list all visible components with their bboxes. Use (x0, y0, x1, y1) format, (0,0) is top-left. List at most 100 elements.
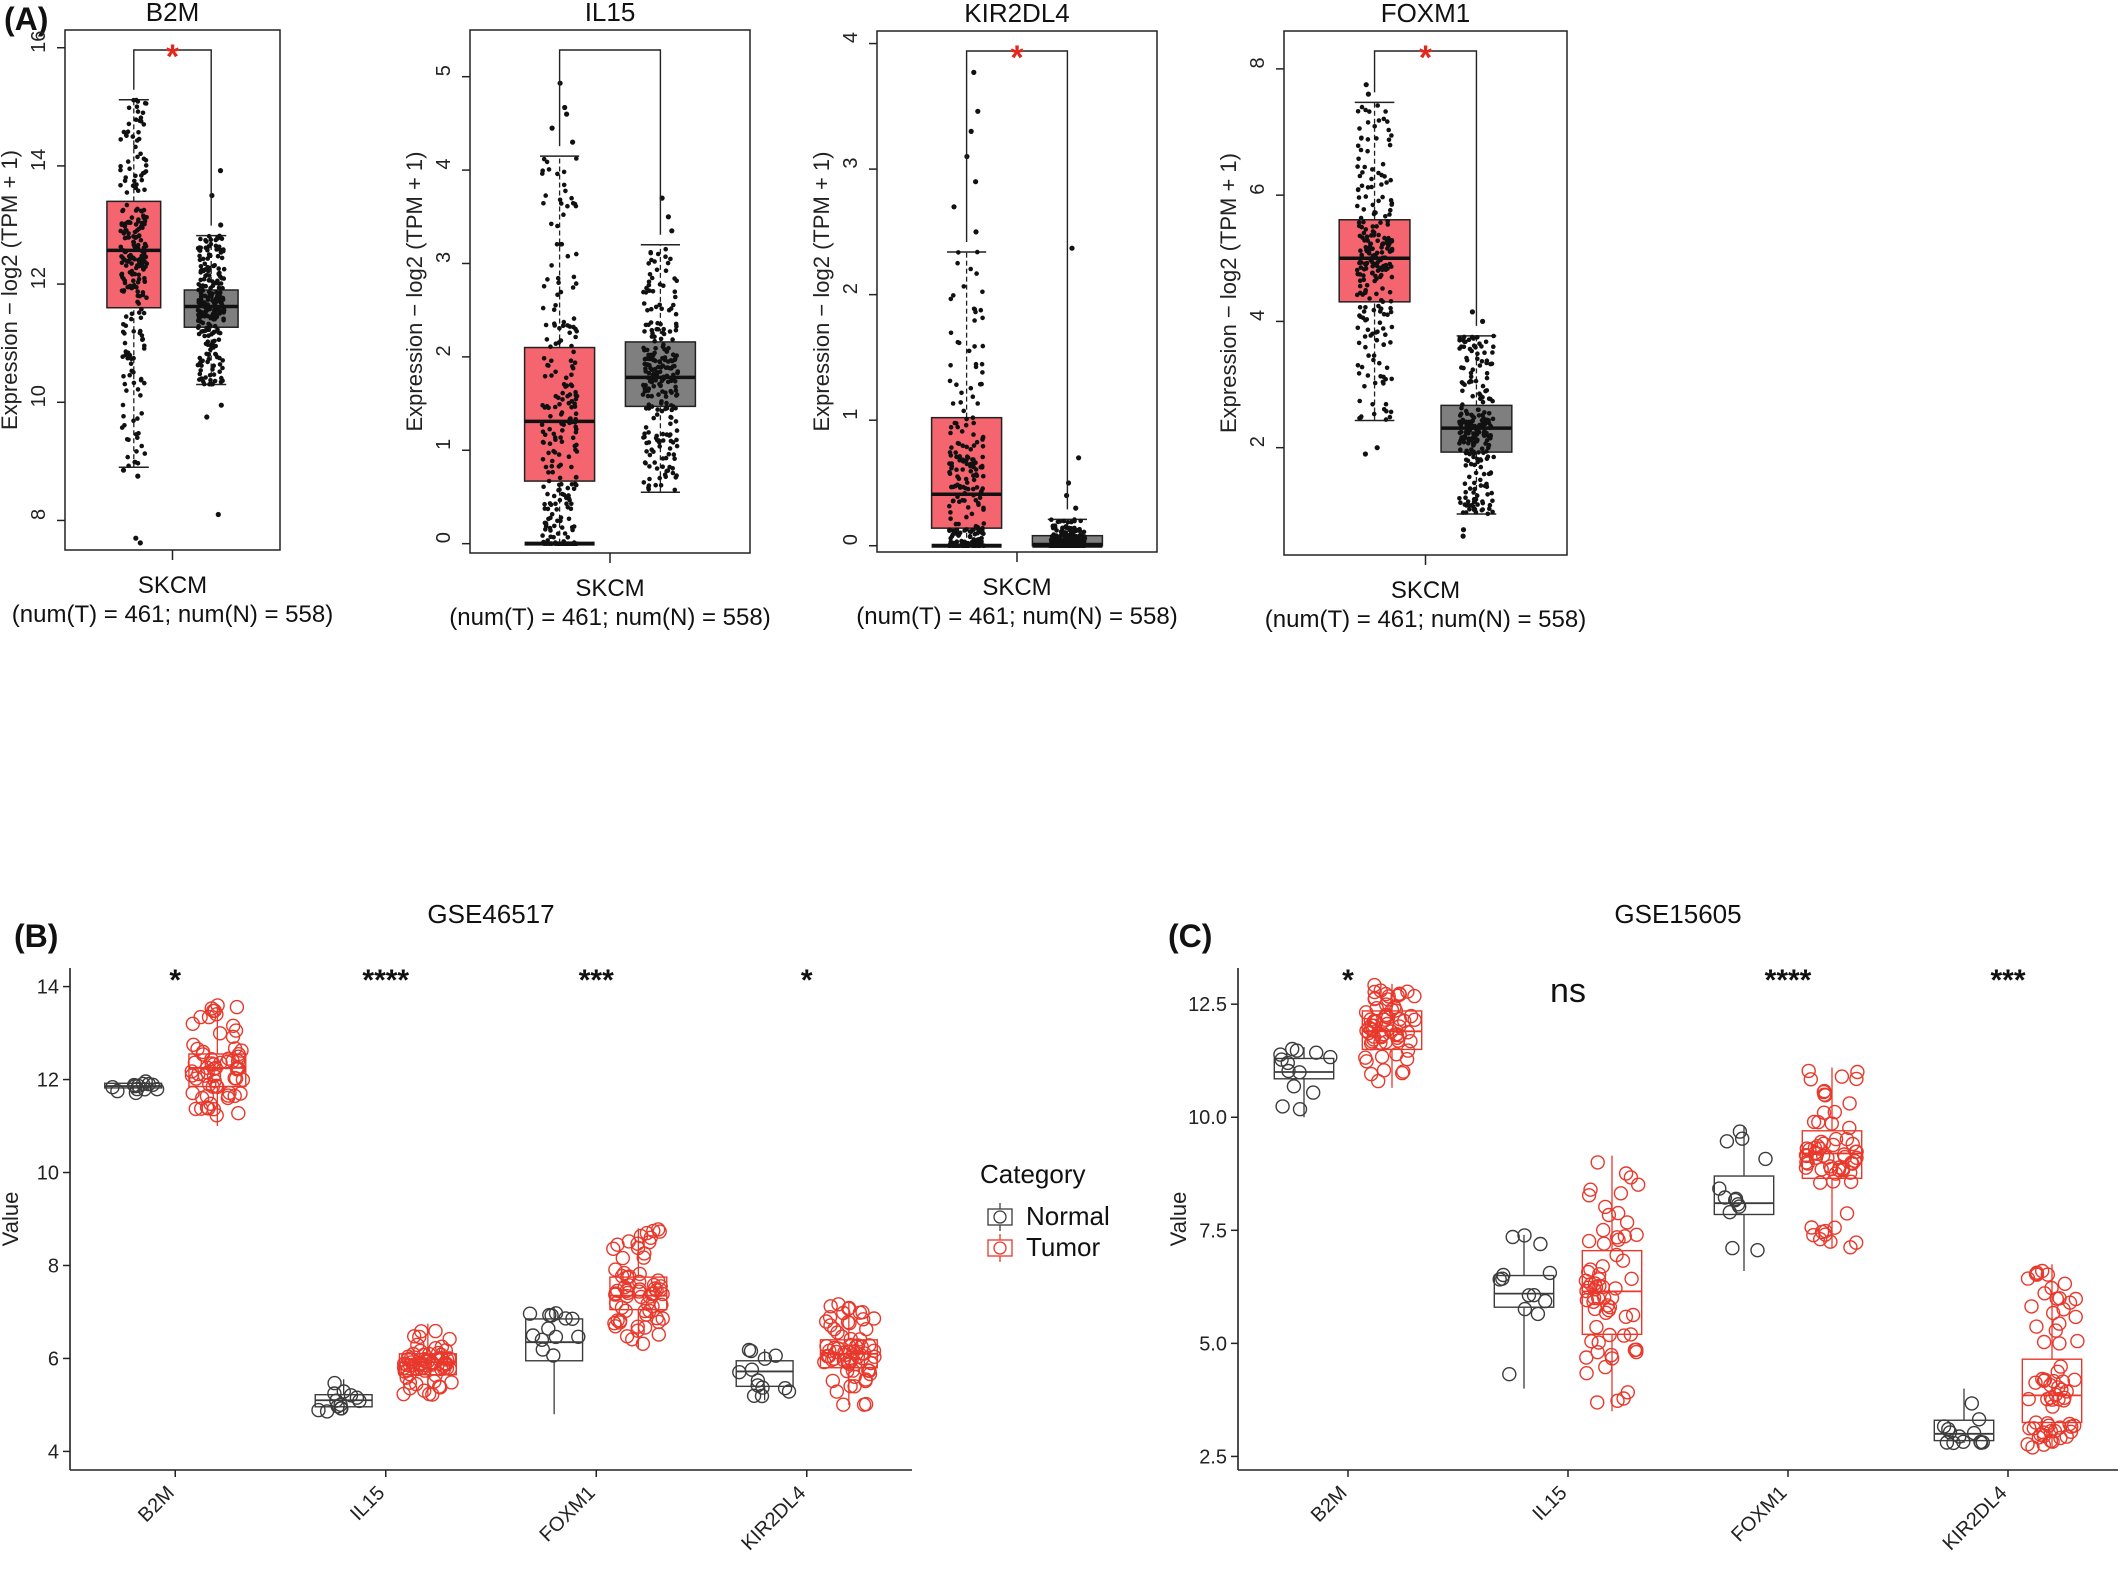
data-point (1479, 418, 1485, 423)
y-tick-label: 4 (433, 159, 455, 170)
data-point (1381, 311, 1387, 317)
data-point (573, 475, 579, 480)
data-point (825, 1352, 840, 1368)
data-point (859, 1321, 874, 1337)
data-point (644, 449, 649, 454)
jitter-points-tumor (606, 1222, 670, 1352)
data-point (1602, 1327, 1617, 1343)
data-point (129, 311, 135, 317)
data-point (1388, 207, 1393, 213)
data-point (1489, 490, 1494, 496)
data-point (842, 1315, 857, 1331)
data-point (1459, 405, 1464, 411)
data-point (980, 343, 986, 349)
data-point (962, 528, 967, 533)
data-point (664, 468, 669, 474)
sample-count-caption: (num(T) = 461; num(N) = 558) (856, 603, 1177, 630)
data-point (663, 394, 669, 399)
data-point (202, 293, 208, 299)
data-point (1273, 1047, 1288, 1062)
data-point (551, 493, 557, 499)
data-point (1472, 434, 1478, 439)
data-point (2024, 1299, 2039, 1314)
data-point (1366, 251, 1372, 256)
data-point (1389, 133, 1394, 138)
data-point (122, 257, 127, 262)
data-point (622, 1278, 637, 1293)
data-point (1591, 1335, 1606, 1350)
data-point (203, 283, 208, 289)
data-point (1359, 252, 1364, 258)
data-point (646, 483, 652, 488)
data-point (202, 333, 207, 339)
data-point (208, 378, 213, 383)
data-point (981, 505, 986, 511)
data-point (971, 477, 977, 483)
data-point (1367, 109, 1372, 114)
data-point (1526, 1287, 1542, 1303)
data-point (2062, 1416, 2077, 1432)
data-point (546, 478, 552, 484)
data-point (1355, 143, 1361, 149)
data-point (1383, 214, 1388, 219)
data-point (673, 384, 678, 390)
data-point (954, 421, 959, 426)
data-point (565, 1311, 580, 1327)
data-point (571, 1329, 586, 1345)
data-point (197, 371, 203, 377)
data-point (1956, 1434, 1971, 1450)
data-point (1484, 360, 1489, 366)
data-point (572, 481, 578, 487)
data-point (1381, 116, 1387, 122)
x-axis-label: SKCM (138, 572, 207, 599)
data-point (659, 378, 665, 384)
data-point (856, 1312, 871, 1327)
data-point (207, 382, 212, 387)
data-point (1467, 486, 1473, 491)
data-point (630, 1236, 645, 1251)
data-point (1381, 374, 1386, 380)
data-point (650, 289, 656, 294)
data-point (645, 388, 651, 393)
data-point (549, 464, 555, 469)
data-point (1371, 353, 1377, 358)
data-point (949, 445, 954, 450)
data-point (1946, 1435, 1961, 1451)
data-point (559, 525, 565, 530)
data-point (571, 274, 577, 280)
data-point (1292, 1101, 1308, 1117)
data-point (972, 344, 977, 349)
data-point (1372, 124, 1377, 129)
data-point (120, 402, 126, 408)
data-point (1289, 1043, 1305, 1058)
data-point (1407, 1012, 1422, 1027)
data-point (336, 1384, 351, 1399)
data-point (1758, 1151, 1773, 1167)
data-point (211, 372, 217, 377)
data-point (1479, 446, 1485, 452)
data-point (210, 340, 215, 345)
data-point (1069, 530, 1074, 535)
data-point (540, 439, 546, 445)
data-point (1407, 988, 1422, 1004)
data-point (216, 285, 222, 291)
data-point (572, 401, 577, 407)
data-point (852, 1305, 868, 1320)
data-point (1378, 220, 1383, 225)
data-point (1388, 409, 1394, 415)
data-point (1479, 359, 1485, 364)
y-tick-label: 14 (28, 149, 50, 171)
data-point (546, 450, 551, 456)
data-point (555, 275, 561, 281)
jitter-points-tumor (118, 97, 150, 546)
data-point (857, 1346, 872, 1361)
data-point (561, 212, 566, 217)
data-point (1386, 137, 1392, 143)
jitter-points-tumor (2020, 1263, 2085, 1455)
data-point (1286, 1079, 1302, 1094)
data-point (1623, 1327, 1639, 1342)
data-point (561, 169, 567, 175)
data-point (542, 374, 548, 379)
data-point (229, 999, 245, 1015)
